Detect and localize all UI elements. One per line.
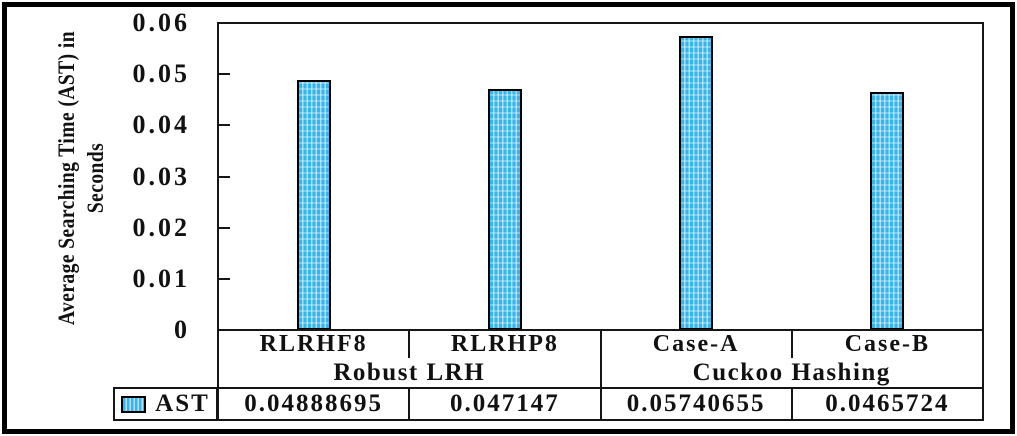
ast-series-swatch-icon xyxy=(121,395,147,413)
y-tick-mark xyxy=(219,124,230,127)
plot-area xyxy=(217,22,984,331)
y-tick-label: 0.06 xyxy=(132,8,190,37)
y-tick-mark xyxy=(219,175,230,178)
category-cell: RLRHF8 xyxy=(259,330,368,357)
category-cell: Case-A xyxy=(652,330,740,357)
bar-rlrhp8 xyxy=(488,89,522,330)
category-cell: Case-B xyxy=(844,330,931,357)
bar-case-b xyxy=(870,92,904,330)
value-cell: 0.0465724 xyxy=(825,390,950,417)
value-divider xyxy=(791,389,793,419)
value-divider xyxy=(600,389,602,419)
value-cell: 0.047147 xyxy=(450,390,560,417)
group-cell: Cuckoo Hashing xyxy=(692,358,891,386)
y-tick-mark xyxy=(219,73,230,76)
y-tick-label: 0 xyxy=(174,315,190,344)
value-row-top-line xyxy=(219,387,982,389)
value-cell: 0.04888695 xyxy=(244,390,383,417)
group-cell: Robust LRH xyxy=(333,358,486,386)
y-tick-label: 0.05 xyxy=(132,59,190,89)
legend-series-label: AST xyxy=(155,390,210,417)
y-axis-title: Average Searching Time (AST) in Seconds xyxy=(52,22,112,333)
y-tick-mark xyxy=(219,277,230,280)
y-tick-mark xyxy=(219,226,230,229)
group-divider xyxy=(600,331,602,387)
y-tick-label: 0.04 xyxy=(132,110,190,140)
y-tick-label: 0.02 xyxy=(132,212,190,242)
legend: AST xyxy=(113,387,218,421)
category-cell: RLRHP8 xyxy=(450,330,559,357)
category-divider xyxy=(408,331,410,358)
y-tick-label: 0.03 xyxy=(132,161,190,191)
value-divider xyxy=(408,389,410,419)
value-cell: 0.05740655 xyxy=(626,390,766,417)
bar-rlrhf8 xyxy=(297,80,331,330)
y-axis-title-line-1: Average Searching Time (AST) in xyxy=(54,30,79,326)
data-table-border xyxy=(217,329,984,421)
category-divider xyxy=(791,331,793,358)
y-tick-label: 0.01 xyxy=(132,263,190,293)
bar-case-a xyxy=(679,36,713,330)
